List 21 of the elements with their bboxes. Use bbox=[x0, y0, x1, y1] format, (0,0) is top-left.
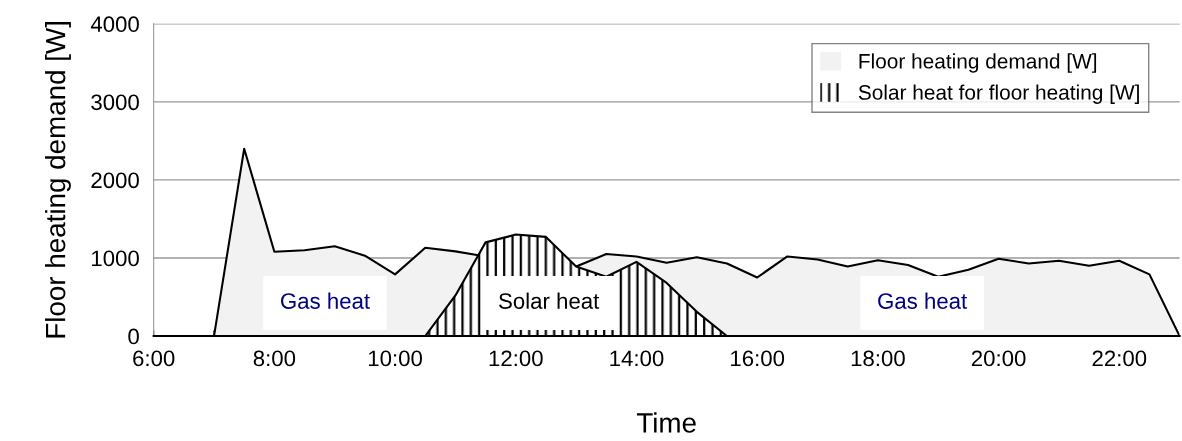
x-tick-label: 22:00 bbox=[1092, 350, 1147, 367]
x-tick-label: 14:00 bbox=[610, 350, 664, 367]
annotation: Solar heat bbox=[499, 292, 600, 309]
legend-label: Floor heating demand [W] bbox=[859, 53, 1097, 73]
annotation: Gas heat bbox=[878, 292, 968, 309]
x-tick-label: 12:00 bbox=[489, 350, 543, 367]
x-tick-label: 6:00 bbox=[133, 350, 175, 367]
x-tick-label: 16:00 bbox=[731, 350, 785, 367]
y-tick-label: 2000 bbox=[91, 172, 139, 189]
x-axis-title: Time bbox=[636, 412, 696, 433]
y-tick-label: 1000 bbox=[92, 250, 139, 267]
y-tick-label: 3000 bbox=[91, 94, 139, 111]
x-tick-label: 10:00 bbox=[368, 350, 422, 367]
legend-label: Solar heat for floor heating [W] bbox=[858, 84, 1139, 104]
y-tick-label: 0 bbox=[128, 328, 139, 345]
x-tick-label: 20:00 bbox=[971, 350, 1026, 367]
y-tick-label: 4000 bbox=[90, 16, 139, 33]
annotation: Gas heat bbox=[281, 292, 370, 309]
x-tick-label: 8:00 bbox=[253, 350, 296, 367]
y-axis-title: Floor heating demand [W] bbox=[45, 22, 71, 338]
x-tick-label: 18:00 bbox=[851, 350, 905, 367]
